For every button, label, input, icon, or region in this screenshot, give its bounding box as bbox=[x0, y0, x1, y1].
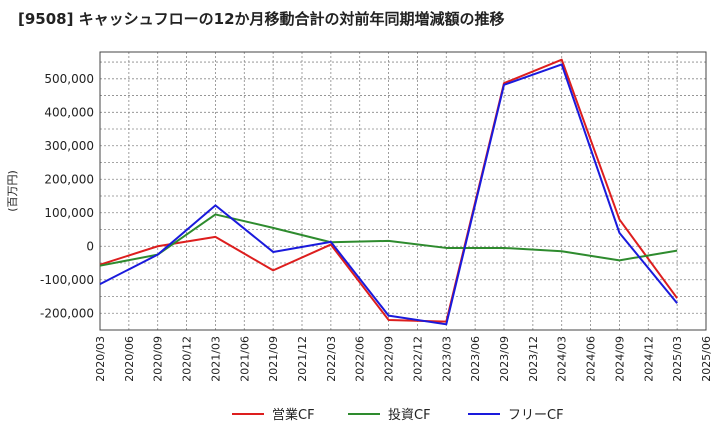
x-tick-label: 2022/03 bbox=[325, 336, 338, 382]
x-tick-label: 2024/06 bbox=[585, 336, 598, 382]
y-tick-label: -200,000 bbox=[40, 306, 94, 320]
x-tick-label: 2022/12 bbox=[411, 336, 424, 382]
x-tick-label: 2022/06 bbox=[354, 336, 367, 382]
chart-title: [9508] キャッシュフローの12か月移動合計の対前年同期増減額の推移 bbox=[18, 10, 505, 28]
x-tick-label: 2021/06 bbox=[238, 336, 251, 382]
y-tick-label: 400,000 bbox=[44, 105, 94, 119]
series-line bbox=[99, 213, 678, 267]
y-tick-label: 200,000 bbox=[44, 172, 94, 186]
x-tick-label: 2025/06 bbox=[700, 336, 713, 382]
x-tick-label: 2021/09 bbox=[267, 336, 280, 382]
y-tick-label: 100,000 bbox=[44, 206, 94, 220]
plot-border bbox=[99, 51, 707, 331]
x-tick-label: 2023/03 bbox=[440, 336, 453, 382]
x-tick-label: 2024/09 bbox=[613, 336, 626, 382]
y-tick-label: 300,000 bbox=[44, 139, 94, 153]
legend-label: 営業CF bbox=[272, 407, 315, 423]
series-line bbox=[99, 63, 678, 326]
x-tick-label: 2024/12 bbox=[642, 336, 655, 382]
x-tick-label: 2024/03 bbox=[556, 336, 569, 382]
x-tick-label: 2025/03 bbox=[671, 336, 684, 382]
x-tick-label: 2023/12 bbox=[527, 336, 540, 382]
y-tick-label: -100,000 bbox=[40, 273, 94, 287]
y-axis-label: (百万円) bbox=[6, 170, 19, 212]
plot-area bbox=[100, 52, 706, 330]
x-tick-label: 2021/03 bbox=[209, 336, 222, 382]
x-tick-label: 2020/06 bbox=[123, 336, 136, 382]
y-tick-label: 0 bbox=[86, 239, 94, 253]
x-tick-label: 2023/06 bbox=[469, 336, 482, 382]
series-line bbox=[99, 58, 678, 323]
x-tick-label: 2020/09 bbox=[152, 336, 165, 382]
legend-label: 投資CF bbox=[388, 407, 431, 423]
x-tick-label: 2022/09 bbox=[383, 336, 396, 382]
x-tick-label: 2020/03 bbox=[94, 336, 107, 382]
legend-label: フリーCF bbox=[508, 408, 564, 423]
x-tick-label: 2021/12 bbox=[296, 336, 309, 382]
x-tick-label: 2023/09 bbox=[498, 336, 511, 382]
x-tick-label: 2020/12 bbox=[181, 336, 194, 382]
y-tick-label: 500,000 bbox=[44, 72, 94, 86]
